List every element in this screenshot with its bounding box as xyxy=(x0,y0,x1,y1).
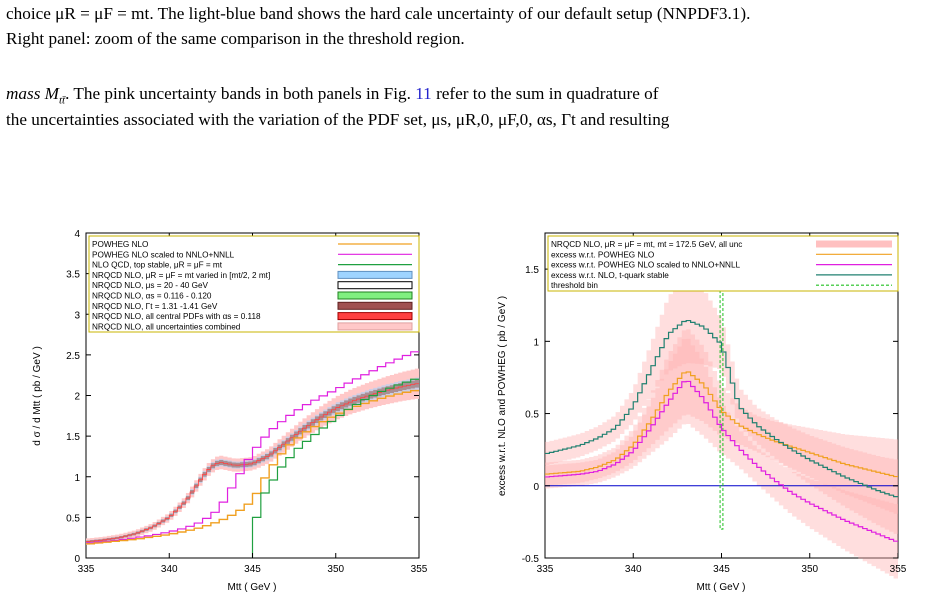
nrqcd-variation-band xyxy=(86,379,419,543)
body-line-1: mass Mtt̄. The pink uncertainty bands in… xyxy=(6,84,659,107)
right-legend-entry: threshold bin xyxy=(551,281,598,290)
body-line-2: the uncertainties associated with the va… xyxy=(6,110,670,129)
left-xtick-label: 345 xyxy=(244,564,261,575)
right-xtick-label: 345 xyxy=(713,564,730,575)
left-legend-swatch xyxy=(337,312,413,321)
right-legend-frame xyxy=(547,235,899,292)
left-legend-swatch xyxy=(337,270,413,279)
left-xlabel: Mtt ( GeV ) xyxy=(228,582,277,593)
left-ytick-label: 2 xyxy=(74,392,80,403)
left-legend-entry: NLO QCD, top stable, μR = μF = mt xyxy=(92,261,223,270)
right-legend-entry: excess w.r.t. NLO, t-quark stable xyxy=(551,271,669,280)
right-panel: 335 340 345 350 355 -0.5 0 0.5 1 1.5 NRQCD NLO, μ… xyxy=(497,232,907,593)
left-ytick-label: 0 xyxy=(74,554,80,565)
powheg-scaled-line xyxy=(86,351,419,544)
left-ytick-label: 3 xyxy=(74,310,80,321)
left-xtick-label: 355 xyxy=(411,564,428,575)
right-uncertainty-band xyxy=(545,329,898,514)
left-legend-swatch xyxy=(337,301,413,310)
left-legend-swatch xyxy=(337,322,413,331)
excess-nlo-stable-line xyxy=(545,319,898,498)
right-uncertainty-band xyxy=(545,277,898,534)
left-legend-frame xyxy=(88,235,420,333)
excess-powheg-scaled-line xyxy=(545,380,898,542)
right-ytick-label: 0 xyxy=(533,482,539,493)
right-xtick-label: 335 xyxy=(537,564,554,575)
nrqcd-central-line xyxy=(86,383,419,542)
right-ylabel: excess w.r.t. NLO and POWHEG ( pb / GeV … xyxy=(497,296,508,496)
right-xtick-label: 355 xyxy=(890,564,907,575)
caption-line-2: Right panel: zoom of the same comparison… xyxy=(6,29,465,48)
figure-reference-link[interactable]: 11 xyxy=(415,84,432,103)
left-xtick-label: 350 xyxy=(327,564,344,575)
left-ytick-label: 1 xyxy=(74,473,80,484)
left-legend-entry: NRQCD NLO, all central PDFs with αs = 0.… xyxy=(92,312,261,321)
figure-11: 335 340 345 350 355 0 0.5 1 1.5 2 2.5 3 3.5 4 POWHEG … xyxy=(32,229,907,593)
left-ytick-label: 4 xyxy=(74,229,80,240)
left-legend-entry: NRQCD NLO, all uncertainties combined xyxy=(92,322,241,331)
left-legend-entry: NRQCD NLO, μs = 20 - 40 GeV xyxy=(92,281,209,290)
left-legend-swatch xyxy=(337,291,413,300)
right-xtick-label: 340 xyxy=(625,564,642,575)
right-legend-swatch xyxy=(816,240,892,248)
left-ytick-label: 1.5 xyxy=(66,432,80,443)
right-ytick-label: 1 xyxy=(533,337,539,348)
left-legend-entry: NRQCD NLO, αs = 0.116 - 0.120 xyxy=(92,292,212,301)
caption-line-1: choice μR = μF = mt. The light-blue band… xyxy=(6,4,751,23)
left-xtick-label: 335 xyxy=(78,564,95,575)
left-ylabel: d σ / d Mtt ( pb / GeV ) xyxy=(32,346,43,446)
left-panel: 335 340 345 350 355 0 0.5 1 1.5 2 2.5 3 3.5 4 POWHEG … xyxy=(32,229,428,593)
left-legend-entry: POWHEG NLO xyxy=(92,240,148,249)
right-legend-entry: NRQCD NLO, μR = μF = mt, mt = 172.5 GeV,… xyxy=(551,240,742,249)
right-legend-entry: excess w.r.t. POWHEG NLO scaled to NNLO+… xyxy=(551,261,741,270)
right-xtick-label: 350 xyxy=(801,564,818,575)
left-legend-entry: NRQCD NLO, Γt = 1.31 -1.41 GeV xyxy=(92,302,218,311)
left-legend-swatch xyxy=(337,281,413,290)
nlo-qcd-line xyxy=(251,378,419,558)
left-legend-entry: NRQCD NLO, μR = μF = mt varied in [mt/2,… xyxy=(92,271,270,280)
left-legend-entry: POWHEG NLO scaled to NNLO+NNLL xyxy=(92,250,235,259)
right-ytick-label: 1.5 xyxy=(525,265,539,276)
left-ytick-label: 2.5 xyxy=(66,351,80,362)
left-ytick-label: 0.5 xyxy=(66,513,80,524)
left-xtick-label: 340 xyxy=(161,564,178,575)
right-ytick-label: 0.5 xyxy=(525,410,539,421)
right-xlabel: Mtt ( GeV ) xyxy=(697,582,746,593)
right-legend-entry: excess w.r.t. POWHEG NLO xyxy=(551,250,654,259)
right-ytick-label: -0.5 xyxy=(522,554,540,565)
excess-powheg-line xyxy=(545,371,898,478)
left-ytick-label: 3.5 xyxy=(66,270,80,281)
right-uncertainty-band xyxy=(545,338,898,579)
